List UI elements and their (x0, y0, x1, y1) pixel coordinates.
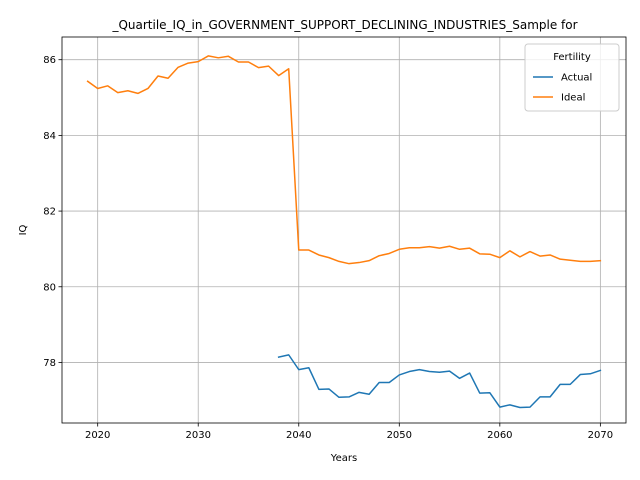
legend: Fertility Actual Ideal (524, 43, 620, 112)
y-tick-label: 84 (43, 131, 56, 142)
series-line-actual (277, 354, 602, 409)
x-tick-label: 2070 (588, 430, 613, 441)
y-axis-ticks: 78 80 82 84 86 (43, 55, 62, 369)
x-tick-label: 2030 (185, 430, 210, 441)
x-tick-label: 2020 (85, 430, 110, 441)
chart-title: _Quartile_IQ_in_GOVERNMENT_SUPPORT_DECLI… (111, 18, 577, 32)
x-tick-label: 2040 (286, 430, 311, 441)
y-tick-label: 82 (43, 207, 56, 218)
x-tick-label: 2050 (387, 430, 412, 441)
plot-area-frame (61, 36, 627, 424)
y-tick-label: 80 (43, 282, 56, 293)
series-lines (86, 55, 602, 409)
legend-label-ideal: Ideal (561, 93, 585, 104)
legend-label-actual: Actual (561, 73, 592, 84)
y-tick-label: 78 (43, 358, 56, 369)
legend-title: Fertility (553, 52, 591, 63)
y-axis-label: IQ (18, 224, 29, 235)
legend-box (524, 43, 620, 112)
x-axis-ticks: 2020 2030 2040 2050 2060 2070 (85, 423, 613, 441)
x-tick-label: 2060 (487, 430, 512, 441)
series-line-ideal (86, 55, 602, 265)
x-axis-label: Years (330, 453, 357, 464)
y-tick-label: 86 (43, 55, 56, 66)
